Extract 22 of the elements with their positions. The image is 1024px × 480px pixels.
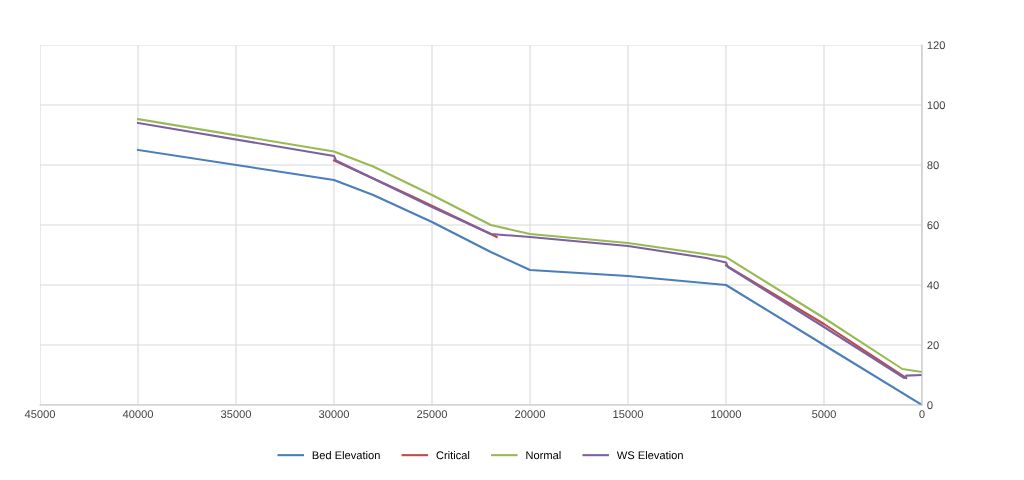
legend-label: Bed Elevation [312,451,380,460]
y-tick-label: 80 [927,161,939,170]
y-tick-label: 120 [927,41,945,50]
line-series [136,148,922,405]
x-tick-label: 15000 [613,410,644,419]
x-tick-label: 40000 [122,410,154,419]
y-tick-label: 40 [927,281,939,290]
y-tick-label: 0 [927,401,933,410]
y-tick-label: 100 [927,101,945,110]
legend-label: Critical [436,451,470,460]
x-tick-label: 20000 [515,410,546,419]
x-tick-label: 10000 [711,410,742,419]
x-tick-label: 35000 [220,410,252,419]
y-tick-label: 20 [927,341,939,350]
legend-label: WS Elevation [616,451,683,460]
x-tick-label: 5000 [812,410,836,419]
y-tick-label: 60 [927,221,939,230]
legend-label: Normal [526,451,561,460]
x-tick-label: 45000 [24,410,56,419]
x-tick-label: 25000 [417,410,448,419]
x-tick-label: 0 [919,410,925,419]
x-tick-label: 30000 [318,410,350,419]
